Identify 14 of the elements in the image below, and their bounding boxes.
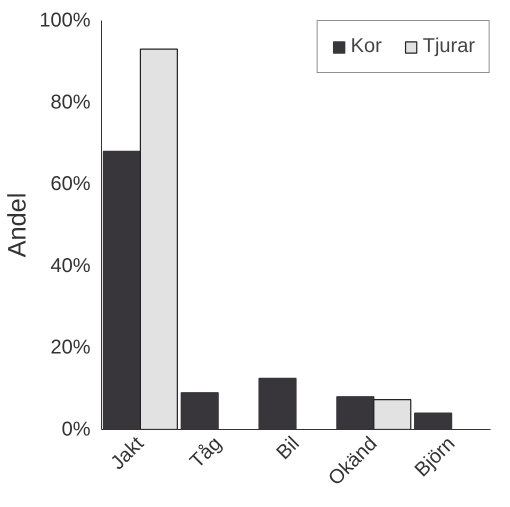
x-tick-label: Bil xyxy=(272,432,304,464)
y-tick-label: 60% xyxy=(50,173,91,196)
x-tick-label: Tåg xyxy=(186,432,226,473)
bar xyxy=(373,399,412,430)
bar xyxy=(140,48,178,430)
y-tick-label: 100% xyxy=(39,10,91,32)
y-axis-title: Andel xyxy=(3,192,32,258)
y-tick-label: 20% xyxy=(50,336,91,359)
legend-label: Tjurar xyxy=(422,35,475,58)
y-tick-label: 0% xyxy=(62,418,91,440)
y-tick-label: 80% xyxy=(50,91,91,114)
x-tick-label: Jakt xyxy=(106,432,148,474)
y-tick-label: 40% xyxy=(50,254,91,277)
legend-label: Kor xyxy=(350,35,382,58)
